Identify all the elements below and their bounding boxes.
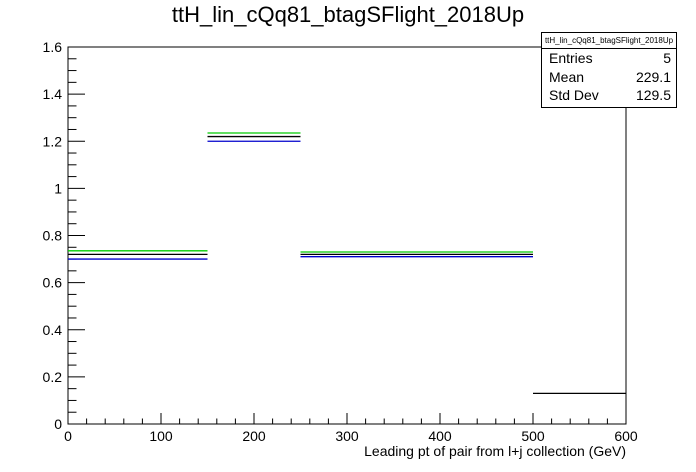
stats-entries-value: 5 <box>663 50 671 66</box>
stats-mean-row: Mean 229.1 <box>542 68 676 87</box>
x-tick-label: 200 <box>242 428 266 444</box>
stats-mean-label: Mean <box>549 68 585 85</box>
y-tick-label: 0.8 <box>43 228 63 244</box>
y-tick-label: 1.4 <box>43 86 63 102</box>
chart-title: ttH_lin_cQq81_btagSFlight_2018Up <box>171 2 525 27</box>
stats-mean-value: 229.1 <box>635 68 671 85</box>
x-tick-label: 400 <box>428 428 452 444</box>
y-tick-label: 0.6 <box>43 275 63 291</box>
x-tick-label: 500 <box>521 428 545 444</box>
stats-std-label: Std Dev <box>549 87 599 103</box>
stats-box: ttH_lin_cQq81_btagSFlight_2018Up Entries… <box>541 32 677 108</box>
stats-box-title: ttH_lin_cQq81_btagSFlight_2018Up <box>542 33 676 49</box>
x-tick-label: 0 <box>64 428 72 444</box>
y-tick-label: 0 <box>54 416 62 432</box>
stats-entries-row: Entries 5 <box>542 49 676 68</box>
y-tick-label: 0.4 <box>43 322 63 338</box>
x-tick-label: 300 <box>335 428 359 444</box>
x-tick-label: 600 <box>614 428 638 444</box>
x-tick-label: 100 <box>149 428 173 444</box>
stats-std-value: 129.5 <box>635 87 671 103</box>
y-tick-label: 1.6 <box>43 39 63 55</box>
y-tick-label: 0.2 <box>43 369 63 385</box>
stats-std-row: Std Dev 129.5 <box>542 86 676 105</box>
stats-entries-label: Entries <box>549 50 593 66</box>
y-tick-label: 1 <box>54 180 62 196</box>
x-axis-label: Leading pt of pair from l+j collection (… <box>364 443 626 459</box>
y-tick-label: 1.2 <box>43 133 63 149</box>
